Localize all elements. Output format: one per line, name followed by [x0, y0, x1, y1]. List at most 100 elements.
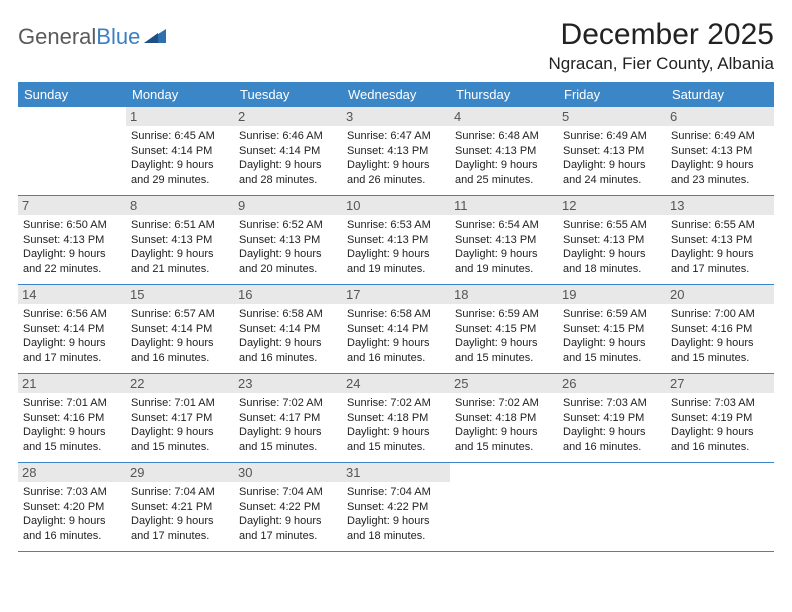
calendar-day-cell: 31Sunrise: 7:04 AMSunset: 4:22 PMDayligh… [342, 463, 450, 552]
day-detail-line: Daylight: 9 hours [239, 425, 337, 440]
day-detail-line: Daylight: 9 hours [131, 425, 229, 440]
day-detail-line: and 25 minutes. [455, 173, 553, 188]
calendar-day-cell: 11Sunrise: 6:54 AMSunset: 4:13 PMDayligh… [450, 196, 558, 285]
day-detail-line: Sunrise: 6:52 AM [239, 218, 337, 233]
calendar-day-cell: 7Sunrise: 6:50 AMSunset: 4:13 PMDaylight… [18, 196, 126, 285]
day-header: Saturday [666, 82, 774, 107]
day-detail-line: Sunrise: 6:58 AM [347, 307, 445, 322]
day-detail-line: Sunrise: 7:02 AM [239, 396, 337, 411]
day-detail-lines: Sunrise: 6:48 AMSunset: 4:13 PMDaylight:… [455, 129, 553, 187]
month-title: December 2025 [548, 18, 774, 52]
day-detail-line: and 16 minutes. [131, 351, 229, 366]
day-detail-line: Sunset: 4:13 PM [671, 144, 769, 159]
day-detail-lines: Sunrise: 6:59 AMSunset: 4:15 PMDaylight:… [455, 307, 553, 365]
day-header: Wednesday [342, 82, 450, 107]
day-number: 14 [18, 285, 126, 304]
calendar-day-cell: 23Sunrise: 7:02 AMSunset: 4:17 PMDayligh… [234, 374, 342, 463]
day-detail-line: Sunrise: 6:53 AM [347, 218, 445, 233]
day-detail-line: Sunset: 4:19 PM [671, 411, 769, 426]
day-detail-line: Sunset: 4:16 PM [23, 411, 121, 426]
day-detail-line: Sunrise: 7:04 AM [347, 485, 445, 500]
day-detail-line: Sunset: 4:13 PM [347, 233, 445, 248]
calendar-day-cell: 13Sunrise: 6:55 AMSunset: 4:13 PMDayligh… [666, 196, 774, 285]
day-detail-lines: Sunrise: 7:03 AMSunset: 4:19 PMDaylight:… [563, 396, 661, 454]
day-detail-line: Sunset: 4:14 PM [23, 322, 121, 337]
day-number [558, 463, 666, 467]
day-detail-line: Sunset: 4:13 PM [131, 233, 229, 248]
day-detail-line: Sunset: 4:13 PM [23, 233, 121, 248]
day-detail-line: Sunset: 4:22 PM [347, 500, 445, 515]
day-detail-line: Sunrise: 6:55 AM [671, 218, 769, 233]
day-detail-lines: Sunrise: 6:57 AMSunset: 4:14 PMDaylight:… [131, 307, 229, 365]
day-detail-line: and 24 minutes. [563, 173, 661, 188]
day-detail-line: and 16 minutes. [671, 440, 769, 455]
calendar-day-cell: 18Sunrise: 6:59 AMSunset: 4:15 PMDayligh… [450, 285, 558, 374]
calendar-day-cell: 8Sunrise: 6:51 AMSunset: 4:13 PMDaylight… [126, 196, 234, 285]
day-detail-line: and 15 minutes. [23, 440, 121, 455]
day-number: 15 [126, 285, 234, 304]
day-detail-line: Daylight: 9 hours [347, 425, 445, 440]
calendar-day-cell: 25Sunrise: 7:02 AMSunset: 4:18 PMDayligh… [450, 374, 558, 463]
day-detail-line: Sunset: 4:15 PM [563, 322, 661, 337]
day-header: Sunday [18, 82, 126, 107]
day-detail-line: Sunrise: 7:03 AM [671, 396, 769, 411]
day-detail-line: and 18 minutes. [563, 262, 661, 277]
day-header-row: Sunday Monday Tuesday Wednesday Thursday… [18, 82, 774, 107]
day-detail-line: Daylight: 9 hours [23, 247, 121, 262]
calendar-day-cell: 15 Sunrise: 6:57 AMSunset: 4:14 PMDayligh… [126, 285, 234, 374]
day-detail-line: Sunrise: 6:59 AM [455, 307, 553, 322]
day-number: 27 [666, 374, 774, 393]
logo-word1: General [18, 24, 96, 49]
day-detail-line: Daylight: 9 hours [347, 247, 445, 262]
calendar-body: 1Sunrise: 6:45 AMSunset: 4:14 PMDaylight… [18, 107, 774, 552]
day-number: 21 [18, 374, 126, 393]
day-detail-line: Sunset: 4:16 PM [671, 322, 769, 337]
day-detail-line: and 15 minutes. [131, 440, 229, 455]
calendar-day-cell: 24Sunrise: 7:02 AMSunset: 4:18 PMDayligh… [342, 374, 450, 463]
day-header: Monday [126, 82, 234, 107]
day-detail-lines: Sunrise: 7:01 AMSunset: 4:16 PMDaylight:… [23, 396, 121, 454]
day-number: 16 [234, 285, 342, 304]
day-detail-line: Sunset: 4:13 PM [347, 144, 445, 159]
day-detail-line: Sunset: 4:13 PM [455, 233, 553, 248]
day-number: 11 [450, 196, 558, 215]
day-number: 20 [666, 285, 774, 304]
logo-text: GeneralBlue [18, 24, 140, 50]
day-detail-line: Daylight: 9 hours [131, 158, 229, 173]
day-detail-line: Daylight: 9 hours [455, 425, 553, 440]
day-detail-line: Sunset: 4:14 PM [239, 322, 337, 337]
day-detail-line: Sunrise: 7:01 AM [131, 396, 229, 411]
day-number: 25 [450, 374, 558, 393]
calendar-day-cell: 9Sunrise: 6:52 AMSunset: 4:13 PMDaylight… [234, 196, 342, 285]
calendar-day-cell: 3Sunrise: 6:47 AMSunset: 4:13 PMDaylight… [342, 107, 450, 196]
day-detail-line: and 26 minutes. [347, 173, 445, 188]
day-detail-line: and 17 minutes. [671, 262, 769, 277]
day-detail-lines: Sunrise: 7:04 AMSunset: 4:22 PMDaylight:… [347, 485, 445, 543]
calendar-day-cell: 27 Sunrise: 7:03 AMSunset: 4:19 PMDayligh… [666, 374, 774, 463]
day-number: 6 [666, 107, 774, 126]
calendar-day-cell: 2Sunrise: 6:46 AMSunset: 4:14 PMDaylight… [234, 107, 342, 196]
day-number: 24 [342, 374, 450, 393]
day-number: 26 [558, 374, 666, 393]
day-detail-line: Daylight: 9 hours [347, 158, 445, 173]
calendar-day-cell: 30Sunrise: 7:04 AMSunset: 4:22 PMDayligh… [234, 463, 342, 552]
day-detail-line: Sunrise: 7:01 AM [23, 396, 121, 411]
day-detail-lines: Sunrise: 6:47 AMSunset: 4:13 PMDaylight:… [347, 129, 445, 187]
calendar-day-cell: 4Sunrise: 6:48 AMSunset: 4:13 PMDaylight… [450, 107, 558, 196]
calendar-day-cell: 20Sunrise: 7:00 AMSunset: 4:16 PMDayligh… [666, 285, 774, 374]
day-detail-line: Daylight: 9 hours [131, 514, 229, 529]
day-detail-line: and 16 minutes. [23, 529, 121, 544]
day-detail-line: Daylight: 9 hours [131, 247, 229, 262]
day-detail-line: and 22 minutes. [23, 262, 121, 277]
day-detail-line: Sunset: 4:14 PM [347, 322, 445, 337]
day-detail-line: Sunrise: 7:04 AM [239, 485, 337, 500]
calendar-day-cell: 22Sunrise: 7:01 AMSunset: 4:17 PMDayligh… [126, 374, 234, 463]
day-detail-line: Sunrise: 7:04 AM [131, 485, 229, 500]
day-detail-lines: Sunrise: 6:52 AMSunset: 4:13 PMDaylight:… [239, 218, 337, 276]
logo-triangle-icon [144, 27, 166, 48]
day-detail-line: Daylight: 9 hours [671, 425, 769, 440]
day-detail-line: and 19 minutes. [455, 262, 553, 277]
day-detail-line: and 17 minutes. [239, 529, 337, 544]
day-detail-line: Daylight: 9 hours [563, 247, 661, 262]
calendar-day-cell: 1Sunrise: 6:45 AMSunset: 4:14 PMDaylight… [126, 107, 234, 196]
